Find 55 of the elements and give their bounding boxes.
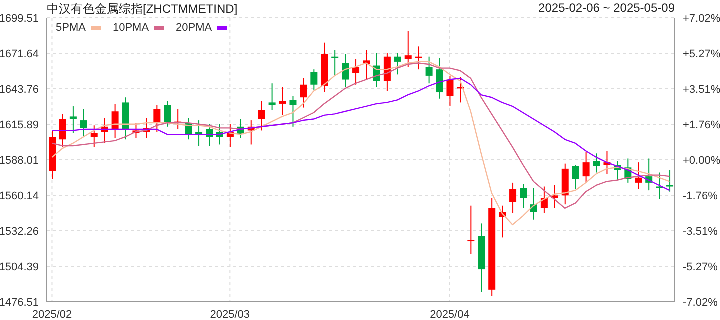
legend-label: 10PMA — [112, 22, 150, 34]
candlestick — [268, 83, 276, 111]
candlestick — [90, 125, 98, 148]
candlestick — [540, 186, 548, 214]
y-tick-label: 1560.14 — [0, 190, 39, 202]
y-tick-label: 1532.26 — [0, 226, 39, 238]
candlestick — [520, 184, 527, 209]
candlestick — [279, 86, 286, 116]
candlestick — [70, 106, 77, 134]
x-tick-label: 2025/02 — [32, 308, 72, 320]
y2-tick-label: -7.02% — [683, 296, 718, 309]
y2-tick-label: +3.51% — [683, 84, 720, 96]
candlestick — [426, 56, 433, 84]
chart-subtitle: 2025-02-06 ~ 2025-05-09 — [538, 1, 675, 15]
candlestick — [352, 58, 360, 86]
candlestick — [468, 205, 475, 255]
y-tick-label: 1504.39 — [0, 261, 39, 274]
candlestick — [164, 100, 172, 128]
candlestick — [593, 153, 600, 174]
candlestick — [300, 78, 308, 108]
chart-title: 中汉有色金属综指[ZHCTMMETIND] — [47, 1, 238, 18]
y-tick-label: 1699.51 — [0, 12, 39, 25]
candlestick — [290, 96, 297, 128]
candlestick — [666, 170, 674, 192]
candlestick — [342, 54, 350, 88]
y2-tick-label: -3.51% — [683, 226, 718, 238]
candlestick — [510, 182, 517, 214]
candlestick — [154, 104, 161, 132]
legend-label: 20PMA — [176, 22, 212, 34]
y2-tick-label: -1.76% — [683, 190, 718, 203]
x-tick-label: 2025/03 — [210, 308, 250, 320]
y-tick-label: 1671.64 — [0, 48, 39, 60]
x-tick-label: 2025/04 — [430, 308, 470, 320]
y2-tick-label: +1.76% — [683, 119, 720, 132]
candlestick — [436, 58, 444, 100]
candlestick — [394, 52, 402, 76]
candlestick — [112, 103, 119, 139]
y-tick-label: 1615.89 — [0, 119, 39, 132]
candlestick — [80, 108, 88, 138]
y-tick-label: 1476.51 — [0, 296, 39, 309]
y-tick-label: 1588.01 — [0, 154, 39, 167]
candlestick — [258, 100, 266, 132]
y-tick-label: 1643.76 — [0, 84, 39, 96]
candlestick — [446, 75, 454, 108]
y2-tick-label: +0.00% — [683, 154, 720, 167]
candlestick — [635, 162, 642, 190]
legend-label: 5PMA — [56, 22, 86, 34]
y2-tick-label: +5.27% — [683, 48, 720, 60]
candlestick — [582, 152, 590, 184]
candlestick — [572, 164, 580, 190]
candlestick — [310, 69, 318, 90]
candlestick — [404, 30, 412, 68]
y2-tick-label: -5.27% — [683, 262, 718, 274]
candlestick — [59, 114, 66, 148]
y2-tick-label: +7.02% — [683, 12, 720, 25]
